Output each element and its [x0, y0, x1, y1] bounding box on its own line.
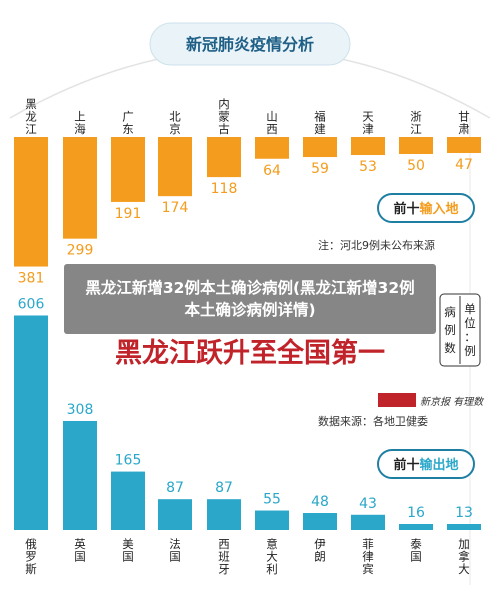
svg-text:病例数: 病例数 — [444, 305, 456, 355]
bottom-value-label: 308 — [67, 402, 94, 418]
bottom-bar — [255, 510, 289, 530]
top-value-label: 174 — [162, 200, 189, 216]
bottom-bar — [399, 524, 433, 530]
top-bar — [399, 137, 433, 154]
top-category-label: 内蒙古 — [218, 97, 230, 136]
top-value-label: 59 — [311, 161, 329, 177]
bottom-category-label: 法国 — [169, 537, 181, 564]
bottom-bar — [63, 420, 97, 530]
unit-label-unit: 单位：例 — [464, 302, 476, 358]
bottom-bar — [111, 471, 145, 530]
top-bar — [255, 137, 289, 159]
caption-overlay: 黑龙江新增32例本土确诊病例(黑龙江新增32例本土确诊病例详情) — [64, 264, 436, 334]
top-chart-note: 注：河北9例未公布来源 — [318, 238, 435, 252]
top-bar — [351, 137, 385, 156]
bottom-bar — [447, 524, 481, 530]
bottom-chart-source: 数据来源：各地卫健委 — [318, 414, 428, 428]
top-title-pill — [377, 193, 475, 223]
bottom-category-label: 英国 — [74, 537, 86, 564]
bottom-chart-title: 前十输出地 — [393, 457, 458, 473]
bottom-bar — [14, 315, 48, 530]
header-title: 新冠肺炎疫情分析 — [186, 35, 314, 54]
bottom-category-label: 西班牙 — [218, 537, 230, 576]
top-chart-title: 前十输入地 — [393, 201, 458, 217]
top-value-label: 64 — [263, 163, 281, 179]
top-category-label: 天津 — [362, 110, 374, 137]
top-category-label: 山西 — [266, 110, 278, 137]
top-value-label: 50 — [407, 158, 425, 174]
top-category-label: 浙江 — [410, 110, 422, 137]
bottom-bar — [207, 499, 241, 530]
bottom-value-label: 606 — [18, 296, 45, 312]
bottom-bar — [351, 514, 385, 530]
top-value-label: 191 — [115, 206, 142, 222]
top-value-label: 118 — [211, 181, 238, 197]
logo-text: 新京报 有理数 — [420, 396, 485, 408]
top-category-label: 甘肃 — [458, 110, 470, 137]
top-category-label: 上海 — [74, 110, 86, 137]
top-value-label: 47 — [455, 157, 473, 173]
bottom-value-label: 13 — [455, 505, 473, 521]
bottom-chart-outbound: 606 俄罗斯 308 英国 165 美国 87 法国 87 西班牙 55 意大利 48 伊朗 43 菲律宾 1… — [14, 296, 481, 576]
unit-label-count: 病例数 — [444, 305, 456, 355]
top-value-label: 53 — [359, 159, 377, 175]
bottom-category-label: 俄罗斯 — [25, 537, 37, 576]
top-bar — [303, 137, 337, 158]
bottom-category-label: 菲律宾 — [362, 537, 374, 576]
top-bar — [63, 137, 97, 239]
top-bar — [207, 137, 241, 178]
svg-text:单位：例: 单位：例 — [464, 302, 476, 358]
bottom-category-label: 泰国 — [410, 537, 422, 564]
bottom-bar — [303, 513, 337, 530]
top-category-label: 福建 — [314, 110, 326, 137]
top-bar — [158, 137, 192, 197]
header-pill — [149, 22, 351, 66]
top-category-label: 北京 — [169, 110, 181, 137]
top-category-label: 黑龙江 — [25, 97, 37, 136]
top-value-label: 299 — [67, 243, 94, 259]
top-chart-inbound: 黑龙江 381 上海 299 广东 191 北京 174 内蒙古 118 山西 64 福建 59 天津 53 浙… — [14, 97, 481, 287]
bottom-value-label: 48 — [311, 494, 329, 510]
bottom-value-label: 16 — [407, 505, 425, 521]
bottom-value-label: 87 — [166, 480, 184, 496]
bottom-category-label: 美国 — [122, 537, 134, 564]
bottom-category-label: 加拿大 — [458, 537, 470, 576]
bottom-value-label: 87 — [215, 480, 233, 496]
logo-badge — [378, 393, 416, 407]
headline: 黑龙江跃升至全国第一 — [115, 337, 385, 369]
top-category-label: 广东 — [122, 110, 134, 137]
top-value-label: 381 — [18, 271, 45, 287]
top-bar — [111, 137, 145, 202]
bottom-value-label: 55 — [263, 492, 281, 508]
top-bar — [14, 137, 48, 267]
bottom-title-pill — [377, 449, 475, 479]
bottom-value-label: 165 — [115, 453, 142, 469]
bottom-value-label: 43 — [359, 496, 377, 512]
top-bar — [447, 137, 481, 153]
caption-text: 黑龙江新增32例本土确诊病例(黑龙江新增32例本土确诊病例详情) — [85, 279, 415, 319]
bottom-category-label: 伊朗 — [314, 537, 326, 564]
bottom-bar — [158, 499, 192, 530]
bottom-category-label: 意大利 — [266, 537, 278, 576]
